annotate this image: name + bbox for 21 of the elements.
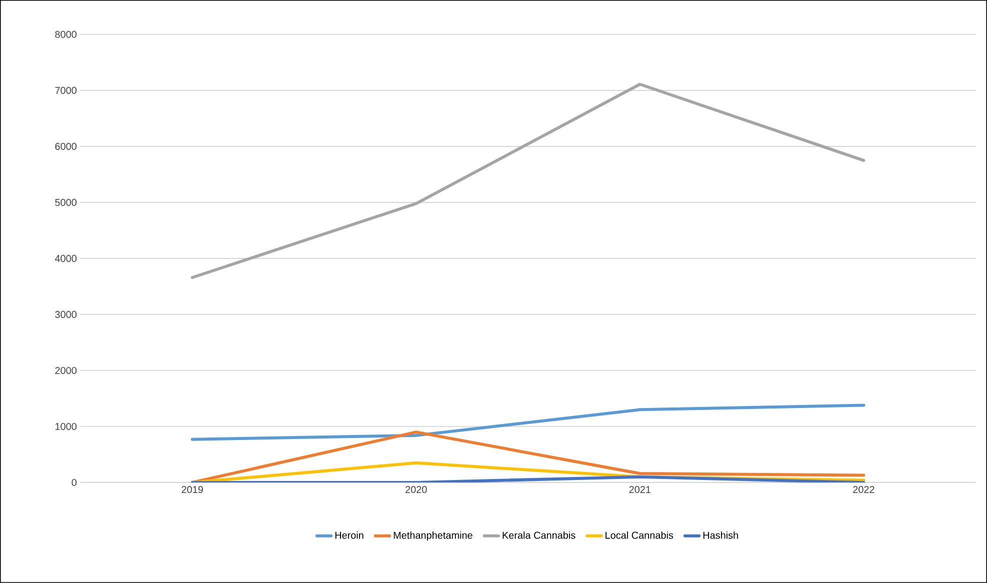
x-tick-label: 2022 <box>853 486 874 494</box>
y-tick-label: 7000 <box>55 86 77 94</box>
y-tick-label: 0 <box>72 479 77 486</box>
x-tick-label: 2019 <box>182 486 203 494</box>
y-tick-label: 3000 <box>55 310 77 318</box>
y-tick-label: 2000 <box>55 366 77 374</box>
legend-label: Hashish <box>703 532 738 539</box>
y-tick-label: 6000 <box>55 142 77 150</box>
line-series <box>190 404 866 441</box>
line-series <box>190 430 866 483</box>
legend-label: Heroin <box>335 532 364 539</box>
y-tick-label: 8000 <box>55 30 77 38</box>
x-tick-label: 2020 <box>406 486 427 494</box>
y-tick-label: 5000 <box>55 198 77 206</box>
line-series <box>190 82 866 280</box>
legend-label: Methanphetamine <box>394 532 472 541</box>
y-tick-label: 1000 <box>56 423 77 430</box>
y-tick-label: 4000 <box>54 254 77 262</box>
legend-label: Local Cannabis <box>606 532 674 539</box>
legend-label: Kerala Cannabis <box>502 532 576 539</box>
x-tick-label: 2021 <box>629 486 651 494</box>
